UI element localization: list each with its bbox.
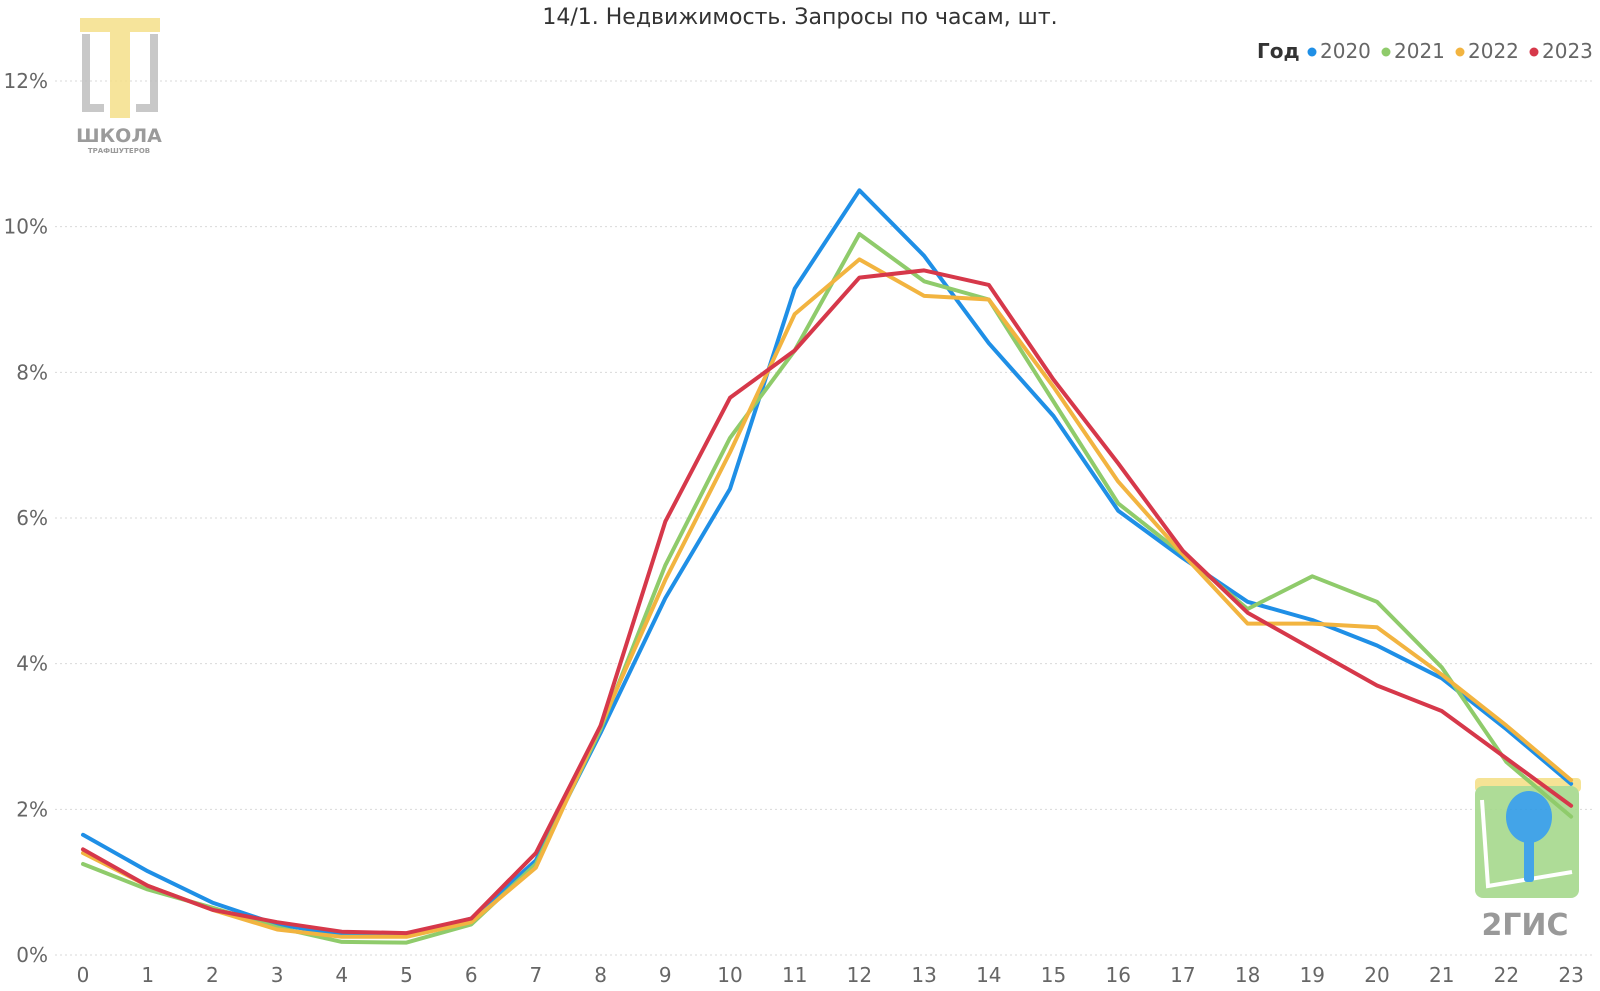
y-tick-label: 12% <box>4 69 48 93</box>
x-tick-label: 23 <box>1558 963 1583 987</box>
legend-item-2020[interactable]: 2020 <box>1307 39 1371 63</box>
school-logo-left-bracket <box>82 34 104 112</box>
y-tick-label: 6% <box>16 506 48 530</box>
series-line-2021 <box>81 232 1574 945</box>
legend-item-2023[interactable]: 2023 <box>1529 39 1593 63</box>
x-tick-label: 11 <box>782 963 807 987</box>
twogis-logo: 2ГИС <box>1475 778 1581 943</box>
x-tick-label: 4 <box>335 963 348 987</box>
x-tick-label: 0 <box>77 963 90 987</box>
school-logo-bar <box>80 18 160 32</box>
legend-title: Год <box>1257 39 1300 63</box>
school-logo-sub: ТРАФШУТЕРОВ <box>88 147 150 155</box>
legend-label-2021: 2021 <box>1394 39 1445 63</box>
x-tick-label: 22 <box>1494 963 1519 987</box>
legend: Год 2020 2021 2022 2023 <box>1257 39 1593 63</box>
legend-label-2023: 2023 <box>1542 39 1593 63</box>
twogis-logo-pin-head <box>1506 791 1552 843</box>
school-logo-right-bracket <box>136 34 158 112</box>
series-lines <box>81 188 1574 945</box>
x-tick-label: 7 <box>530 963 543 987</box>
chart-title: 14/1. Недвижимость. Запросы по часам, шт… <box>542 5 1057 30</box>
x-tick-label: 16 <box>1105 963 1130 987</box>
x-axis-ticks: 0 1 2 3 4 5 6 7 8 9 10 11 12 13 14 15 16 17 18 19 20 21 22 23 <box>77 963 1584 987</box>
series-line-2022 <box>81 257 1574 939</box>
gridlines <box>55 80 1592 956</box>
legend-item-2022[interactable]: 2022 <box>1455 39 1519 63</box>
twogis-logo-pin-stem <box>1524 838 1534 882</box>
school-logo-name: ШКОЛА <box>76 125 162 147</box>
y-tick-label: 4% <box>16 652 48 676</box>
x-tick-label: 19 <box>1300 963 1325 987</box>
x-tick-label: 9 <box>659 963 672 987</box>
series-line-2020 <box>81 188 1574 938</box>
series-line-2023 <box>81 268 1574 936</box>
legend-marker-2023 <box>1529 47 1539 57</box>
twogis-logo-road <box>1480 799 1573 889</box>
legend-marker-2020 <box>1307 47 1317 57</box>
x-tick-label: 2 <box>206 963 219 987</box>
school-logo: ШКОЛА ТРАФШУТЕРОВ <box>76 18 162 155</box>
x-tick-label: 17 <box>1170 963 1195 987</box>
x-tick-label: 13 <box>911 963 936 987</box>
legend-marker-2021 <box>1381 47 1391 57</box>
x-tick-label: 3 <box>271 963 284 987</box>
y-tick-label: 8% <box>16 360 48 384</box>
x-tick-label: 5 <box>400 963 413 987</box>
y-axis-ticks: 0% 2% 4% 6% 8% 10% 12% <box>4 69 48 967</box>
x-tick-label: 10 <box>717 963 742 987</box>
x-tick-label: 14 <box>976 963 1001 987</box>
twogis-logo-name: 2ГИС <box>1481 908 1568 943</box>
y-tick-label: 2% <box>16 797 48 821</box>
x-tick-label: 15 <box>1041 963 1066 987</box>
x-tick-label: 21 <box>1429 963 1454 987</box>
legend-marker-2022 <box>1455 47 1465 57</box>
x-tick-label: 18 <box>1235 963 1260 987</box>
x-tick-label: 20 <box>1364 963 1389 987</box>
x-tick-label: 1 <box>141 963 154 987</box>
legend-item-2021[interactable]: 2021 <box>1381 39 1445 63</box>
x-tick-label: 6 <box>465 963 478 987</box>
x-tick-label: 8 <box>594 963 607 987</box>
legend-label-2020: 2020 <box>1320 39 1371 63</box>
y-tick-label: 10% <box>4 215 48 239</box>
legend-label-2022: 2022 <box>1468 39 1519 63</box>
x-tick-label: 12 <box>847 963 872 987</box>
school-logo-stem <box>110 30 130 118</box>
y-tick-label: 0% <box>16 943 48 967</box>
